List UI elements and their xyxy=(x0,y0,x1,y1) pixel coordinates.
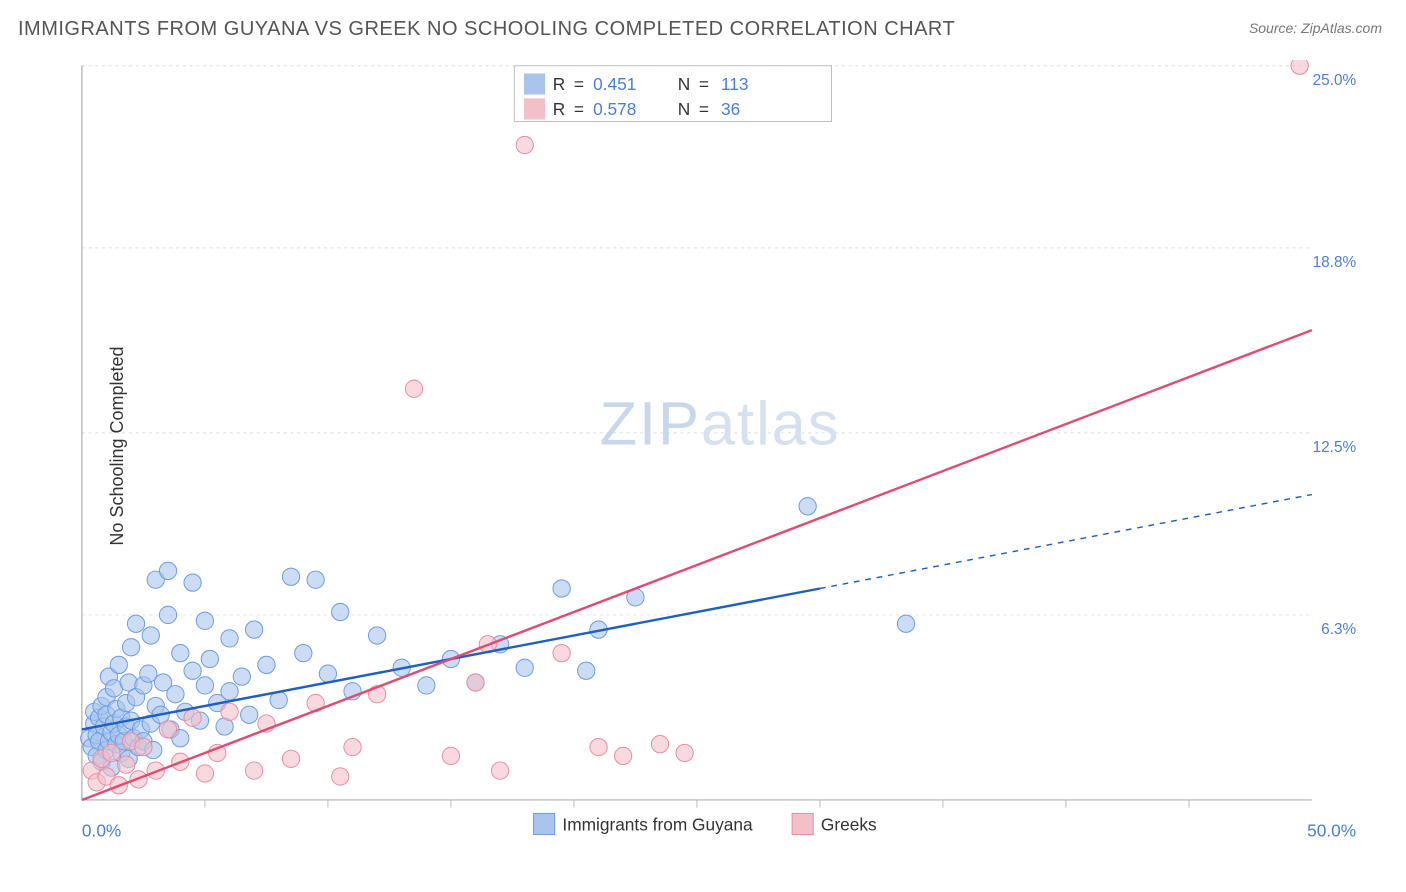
chart-title: IMMIGRANTS FROM GUYANA VS GREEK NO SCHOO… xyxy=(18,18,955,41)
watermark: ZIPatlas xyxy=(600,389,841,458)
svg-text:Greeks: Greeks xyxy=(821,815,877,835)
svg-text:=: = xyxy=(699,74,709,94)
svg-text:N: N xyxy=(678,74,690,94)
source-attribution: Source: ZipAtlas.com xyxy=(1249,20,1382,36)
bottom-legend: Immigrants from Guyana Greeks xyxy=(534,813,877,834)
svg-text:N: N xyxy=(678,99,690,119)
svg-text:=: = xyxy=(574,74,584,94)
svg-text:0.578: 0.578 xyxy=(593,99,636,119)
svg-text:Immigrants from Guyana: Immigrants from Guyana xyxy=(562,815,753,835)
correlation-legend: R = 0.451 N = 113 R = 0.578 N = 36 xyxy=(514,66,831,122)
svg-text:0.0%: 0.0% xyxy=(82,820,121,840)
scatter-chart-svg: ZIPatlas R = 0.451 N = 113 R = 0.578 N = 36 6.3% 12.… xyxy=(56,60,1384,848)
plot-area: ZIPatlas R = 0.451 N = 113 R = 0.578 N = 36 6.3% 12.… xyxy=(56,60,1384,848)
svg-text:12.5%: 12.5% xyxy=(1313,439,1357,456)
grid-layer xyxy=(82,66,1312,615)
svg-text:50.0%: 50.0% xyxy=(1307,820,1356,840)
svg-text:36: 36 xyxy=(721,99,740,119)
svg-text:R: R xyxy=(553,74,565,94)
svg-text:=: = xyxy=(574,99,584,119)
svg-text:=: = xyxy=(699,99,709,119)
y-tick-labels: 6.3% 12.5% 18.8% 25.0% xyxy=(1313,72,1357,638)
svg-text:6.3%: 6.3% xyxy=(1321,621,1356,638)
svg-text:R: R xyxy=(553,99,565,119)
svg-text:18.8%: 18.8% xyxy=(1313,254,1357,271)
svg-text:0.451: 0.451 xyxy=(593,74,636,94)
svg-text:113: 113 xyxy=(721,74,749,94)
svg-text:25.0%: 25.0% xyxy=(1313,72,1357,89)
